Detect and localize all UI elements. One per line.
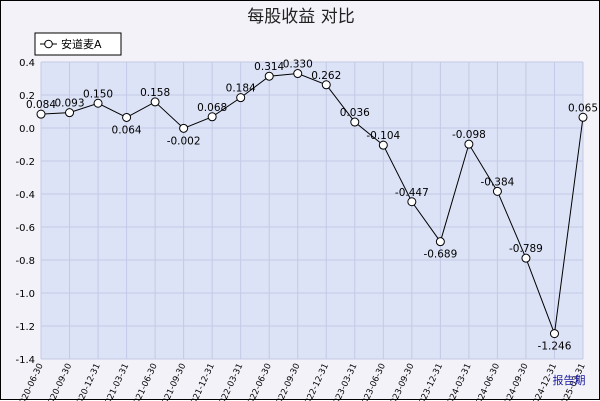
y-tick-label: -1.2: [15, 322, 35, 333]
data-point: [293, 69, 303, 79]
data-point: [65, 108, 75, 118]
data-point: [350, 117, 360, 127]
x-tick-label: 2020-09-30: [44, 362, 74, 401]
data-label: 0.093: [54, 98, 84, 110]
data-label: 0.084: [26, 99, 56, 111]
x-tick-label: 2023-09-30: [387, 362, 417, 401]
data-label: -0.447: [395, 187, 429, 199]
data-point: [264, 71, 274, 81]
series-line: [40, 73, 584, 334]
x-tick-label: 2024-03-31: [444, 362, 474, 401]
data-point: [207, 112, 217, 122]
y-tick-label: -0.8: [15, 256, 35, 267]
data-point: [36, 109, 46, 119]
x-tick-label: 2022-09-30: [273, 362, 303, 401]
data-point: [464, 139, 474, 149]
x-tick-label: 2021-12-31: [187, 362, 217, 401]
y-axis-ticks: 0.4 0.2 0.0 -0.2 -0.4 -0.6 -0.8 -1.0 -1.2 -1.4: [15, 58, 35, 366]
data-label: 0.065: [568, 102, 598, 114]
data-label: -1.246: [538, 341, 572, 353]
x-tick-label: 2023-03-31: [330, 362, 360, 401]
data-point: [93, 98, 103, 108]
y-tick-label: 0.2: [19, 91, 35, 102]
chart-title: 每股收益 对比: [247, 7, 354, 27]
data-point: [378, 140, 388, 150]
x-axis-ticks: 2020-06-302020-09-302020-12-312021-03-31…: [16, 362, 588, 401]
data-label: -0.689: [423, 249, 457, 261]
data-point: [321, 80, 331, 90]
x-tick-label: 2023-12-31: [415, 362, 445, 401]
data-point: [179, 123, 189, 133]
data-point: [521, 253, 531, 263]
y-tick-label: -1.4: [15, 355, 35, 366]
y-tick-label: -1.0: [15, 289, 35, 300]
legend-box: [34, 32, 122, 56]
data-label: -0.098: [452, 129, 486, 141]
x-tick-label: 2022-06-30: [244, 362, 274, 401]
x-tick-label: 2024-09-30: [501, 362, 531, 401]
x-tick-label: 2020-12-31: [73, 362, 103, 401]
y-tick-label: 0.0: [19, 124, 35, 135]
x-tick-label: 2022-12-31: [301, 362, 331, 401]
data-point: [236, 93, 246, 103]
data-label: 0.036: [340, 107, 370, 119]
plot-area: [41, 62, 583, 359]
data-point: [122, 112, 132, 122]
data-label: 0.184: [226, 83, 256, 95]
data-label: 0.262: [311, 70, 341, 82]
data-label: 0.064: [112, 124, 142, 136]
data-label: 0.330: [283, 59, 313, 71]
data-label: 0.150: [83, 88, 113, 100]
data-label: 0.158: [140, 87, 170, 99]
x-tick-label: 2021-03-31: [101, 362, 131, 401]
legend: 安道麦A: [34, 32, 122, 56]
data-label: 0.068: [197, 102, 227, 114]
data-label: -0.384: [480, 176, 514, 188]
data-label: -0.104: [366, 130, 400, 142]
data-label: -0.002: [167, 135, 201, 147]
data-point: [578, 112, 588, 122]
data-point: [492, 186, 502, 196]
y-tick-label: -0.2: [15, 157, 35, 168]
series-layer: [36, 69, 588, 339]
data-label: -0.789: [509, 243, 543, 255]
legend-entry: 安道麦A: [61, 37, 102, 51]
y-tick-label: -0.6: [15, 223, 35, 234]
x-axis-label: 报告期: [553, 373, 586, 387]
x-tick-label: 2024-06-30: [472, 362, 502, 401]
x-tick-label: 2020-06-30: [16, 362, 46, 401]
legend-marker-icon: [44, 39, 53, 49]
y-tick-label: 0.4: [19, 58, 35, 69]
data-point: [150, 97, 160, 107]
y-tick-label: -0.4: [15, 190, 35, 201]
data-point: [549, 329, 559, 339]
x-tick-label: 2022-03-31: [215, 362, 245, 401]
data-point: [407, 197, 417, 207]
data-point: [435, 237, 445, 247]
x-tick-label: 2023-06-30: [358, 362, 388, 401]
data-label: 0.314: [254, 61, 284, 73]
x-tick-label: 2021-09-30: [158, 362, 188, 401]
x-tick-label: 2021-06-30: [130, 362, 160, 401]
